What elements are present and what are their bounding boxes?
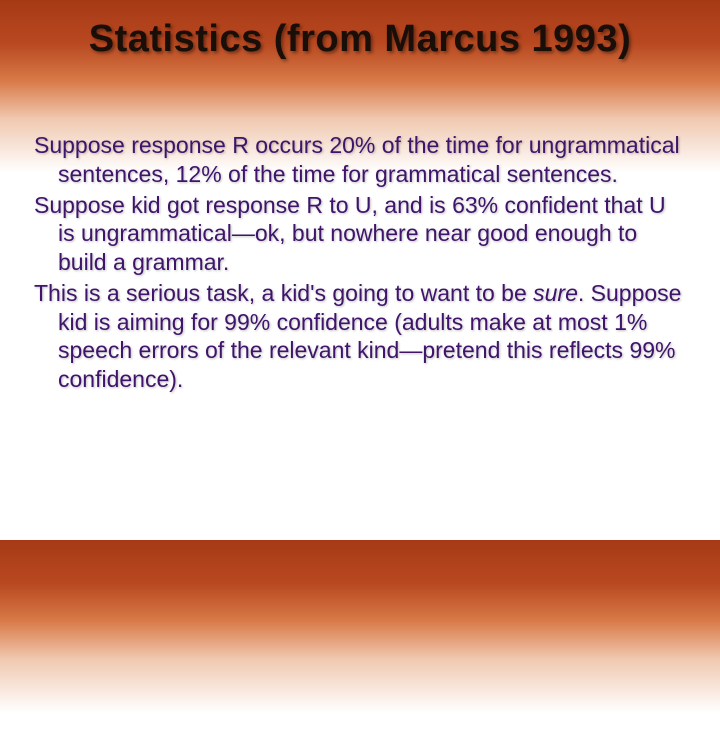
slide-container: Statistics (from Marcus 1993) Suppose re… bbox=[0, 0, 720, 540]
paragraph-3: This is a serious task, a kid's going to… bbox=[34, 279, 686, 394]
slide-title: Statistics (from Marcus 1993) bbox=[34, 18, 686, 61]
paragraph-2: Suppose kid got response R to U, and is … bbox=[34, 191, 686, 277]
paragraph-1: Suppose response R occurs 20% of the tim… bbox=[34, 131, 686, 189]
slide-body: Suppose response R occurs 20% of the tim… bbox=[34, 131, 686, 394]
